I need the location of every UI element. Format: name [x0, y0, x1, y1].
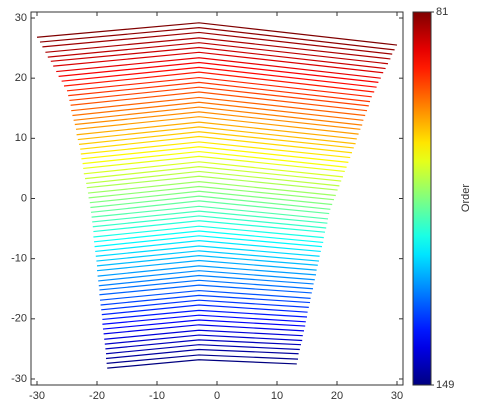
y-tick-label: 30 — [15, 12, 27, 24]
x-tick-label: -10 — [149, 390, 165, 402]
order-line — [63, 71, 375, 93]
x-tick-label: 0 — [214, 390, 220, 402]
order-line — [77, 126, 356, 145]
order-line — [84, 166, 342, 182]
order-line — [71, 96, 366, 117]
order-line — [69, 86, 369, 107]
order-line — [92, 210, 328, 224]
colorbar — [412, 11, 432, 386]
order-line — [105, 344, 300, 355]
order-line — [95, 240, 321, 253]
order-line — [73, 106, 363, 126]
order-line — [94, 235, 323, 248]
order-line — [106, 354, 299, 364]
order-line — [98, 270, 315, 282]
order-line — [80, 135, 353, 154]
order-line — [99, 289, 311, 301]
y-tick-label: -10 — [11, 253, 27, 265]
order-line — [81, 146, 349, 163]
order-line — [104, 329, 303, 340]
order-line — [103, 324, 305, 335]
order-line — [90, 200, 330, 215]
order-line — [102, 309, 308, 321]
order-line — [53, 51, 384, 74]
order-line — [74, 111, 361, 130]
order-line — [86, 170, 340, 187]
x-tick-label: 10 — [271, 390, 283, 402]
order-line — [83, 161, 344, 178]
order-line — [99, 279, 314, 291]
order-line — [102, 319, 306, 330]
order-line — [99, 284, 312, 296]
order-line — [92, 215, 327, 229]
order-line — [93, 225, 324, 239]
order-line — [95, 245, 320, 257]
order-line — [97, 265, 317, 277]
order-line — [98, 274, 314, 287]
order-line — [80, 141, 351, 159]
order-line — [36, 22, 398, 46]
order-line — [83, 155, 345, 173]
y-tick-label: 20 — [15, 72, 27, 84]
order-line — [42, 31, 393, 55]
order-line — [104, 334, 303, 345]
order-line — [96, 250, 320, 262]
order-line — [68, 81, 371, 103]
order-line — [101, 304, 308, 316]
colorbar-tick-label: 149 — [436, 379, 454, 391]
order-line — [82, 150, 347, 168]
order-line — [72, 101, 364, 121]
order-line — [76, 121, 357, 140]
order-line — [75, 116, 359, 135]
x-tick-label: -30 — [29, 390, 45, 402]
order-line — [78, 131, 354, 149]
order-line — [47, 42, 389, 65]
colorbar-tick-label: 81 — [436, 6, 448, 18]
order-line — [45, 37, 391, 60]
order-line — [61, 66, 377, 88]
y-tick-label: -20 — [11, 313, 27, 325]
y-tick-label: -30 — [11, 373, 27, 385]
order-line — [86, 175, 338, 191]
order-line — [93, 230, 324, 244]
order-line — [87, 181, 336, 197]
order-line — [107, 359, 297, 369]
y-tick-label: 10 — [15, 132, 27, 144]
order-line — [66, 76, 372, 98]
order-line — [96, 255, 318, 267]
order-line — [105, 339, 302, 350]
order-line — [50, 46, 386, 70]
order-line — [101, 299, 309, 311]
y-tick-label: 0 — [21, 192, 27, 204]
order-line — [70, 91, 368, 112]
order-line — [88, 185, 335, 201]
order-line — [56, 57, 381, 79]
order-line — [93, 220, 326, 233]
order-line — [58, 61, 379, 83]
order-line — [39, 27, 395, 51]
x-tick-label: -20 — [89, 390, 105, 402]
order-line — [90, 195, 331, 210]
colorbar-label: Order — [460, 184, 472, 212]
order-line — [96, 259, 317, 272]
order-line — [100, 294, 311, 306]
x-tick-label: 30 — [391, 390, 403, 402]
order-line — [102, 314, 306, 325]
order-line — [105, 348, 299, 360]
order-line — [89, 190, 333, 206]
x-tick-label: 20 — [331, 390, 343, 402]
order-line — [91, 205, 329, 220]
